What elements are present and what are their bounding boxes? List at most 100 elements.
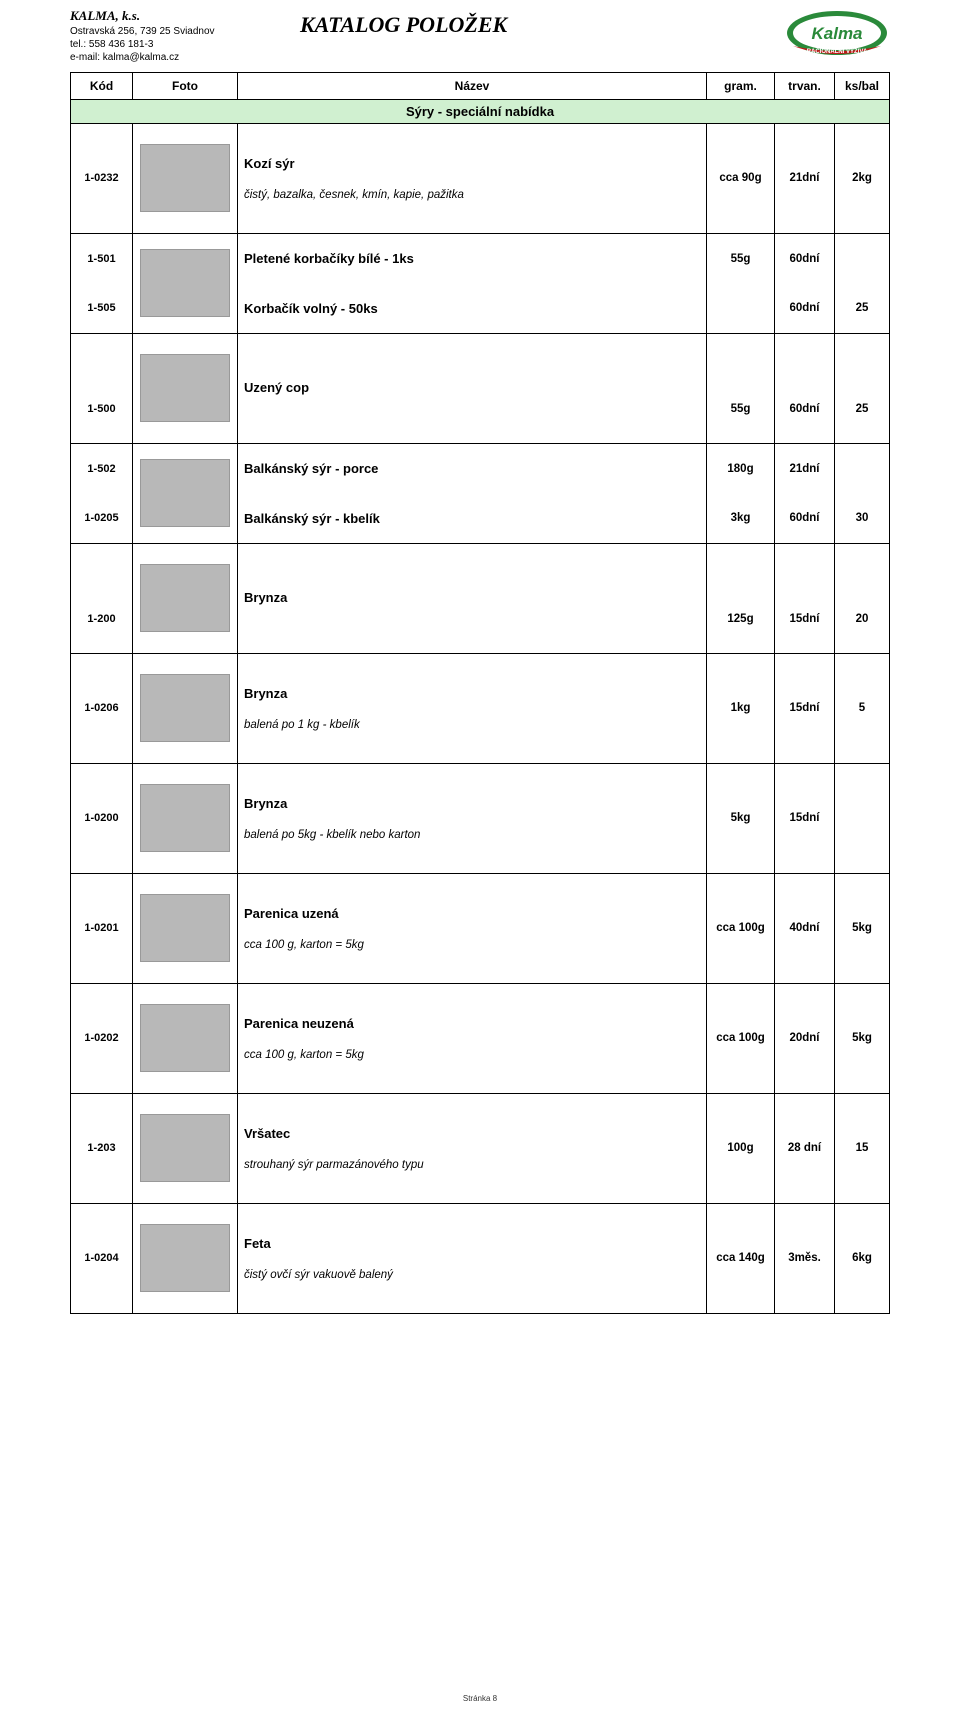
foto-cell — [133, 763, 238, 873]
product-row: 1-500 Uzený cop 55g60dní25 — [71, 333, 890, 443]
svg-text:RACIONÁLNÍ VÝŽIVA: RACIONÁLNÍ VÝŽIVA — [807, 47, 868, 55]
gram-cell: cca 100g — [707, 873, 775, 983]
nazev-cell: Balkánský sýr - porce — [238, 443, 707, 493]
product-desc: čistý ovčí sýr vakuově balený — [244, 1269, 700, 1281]
trvan-cell: 60dní — [775, 233, 835, 283]
product-title: Uzený cop — [244, 380, 700, 395]
product-desc: balená po 1 kg - kbelík — [244, 719, 700, 731]
product-title: Brynza — [244, 796, 700, 811]
foto-cell — [133, 543, 238, 653]
ksbal-cell — [835, 763, 890, 873]
kod-cell: 1-0201 — [71, 873, 133, 983]
ksbal-cell: 2kg — [835, 123, 890, 233]
product-photo-placeholder — [140, 784, 230, 852]
product-photo-placeholder — [140, 674, 230, 742]
page-title: KATALOG POLOŽEK — [300, 12, 507, 37]
trvan-cell: 60dní — [775, 333, 835, 443]
product-title: Balkánský sýr - porce — [244, 461, 378, 476]
kod-cell: 1-0204 — [71, 1203, 133, 1313]
product-desc: čistý, bazalka, česnek, kmín, kapie, paž… — [244, 189, 700, 201]
company-tel: tel.: 558 436 181-3 — [70, 38, 300, 51]
kod-cell: 1-500 — [71, 333, 133, 443]
gram-cell: 55g — [707, 233, 775, 283]
gram-cell: 180g — [707, 443, 775, 493]
trvan-cell: 28 dní — [775, 1093, 835, 1203]
trvan-cell: 20dní — [775, 983, 835, 1093]
kod-cell: 1-0200 — [71, 763, 133, 873]
product-photo-placeholder — [140, 1224, 230, 1292]
ksbal-cell: 5 — [835, 653, 890, 763]
product-photo-placeholder — [140, 249, 230, 317]
product-title: Vršatec — [244, 1126, 700, 1141]
table-header-row: Kód Foto Název gram. trvan. ks/bal — [71, 72, 890, 99]
product-desc: cca 100 g, karton = 5kg — [244, 1049, 700, 1061]
foto-cell — [133, 873, 238, 983]
title-block: KATALOG POLOŽEK — [300, 8, 780, 38]
foto-cell — [133, 1203, 238, 1313]
product-title: Kozí sýr — [244, 156, 700, 171]
product-photo-placeholder — [140, 354, 230, 422]
nazev-cell: Parenica neuzená cca 100 g, karton = 5kg — [238, 983, 707, 1093]
foto-cell — [133, 983, 238, 1093]
nazev-cell: Brynza balená po 1 kg - kbelík — [238, 653, 707, 763]
ksbal-cell: 5kg — [835, 983, 890, 1093]
foto-cell — [133, 233, 238, 333]
col-ksbal: ks/bal — [835, 72, 890, 99]
product-row: 1-501Pletené korbačíky bílé - 1ks55g60dn… — [71, 233, 890, 283]
product-row: 1-200Brynza125g15dní20 — [71, 543, 890, 653]
ksbal-cell: 20 — [835, 543, 890, 653]
kod-cell: 1-0202 — [71, 983, 133, 1093]
product-title: Balkánský sýr - kbelík — [244, 511, 380, 526]
col-foto: Foto — [133, 72, 238, 99]
trvan-cell: 60dní — [775, 283, 835, 333]
product-row: 1-0204Fetačistý ovčí sýr vakuově balenýc… — [71, 1203, 890, 1313]
product-row: 1-0200 Brynzabalená po 5kg - kbelík nebo … — [71, 763, 890, 873]
product-desc: cca 100 g, karton = 5kg — [244, 939, 700, 951]
trvan-cell: 40dní — [775, 873, 835, 983]
trvan-cell: 21dní — [775, 443, 835, 493]
ksbal-cell: 5kg — [835, 873, 890, 983]
nazev-cell: Fetačistý ovčí sýr vakuově balený — [238, 1203, 707, 1313]
gram-cell: 55g — [707, 333, 775, 443]
gram-cell — [707, 283, 775, 333]
ksbal-cell — [835, 233, 890, 283]
nazev-cell: Brynza — [238, 543, 707, 653]
ksbal-cell: 25 — [835, 333, 890, 443]
nazev-cell: Vršatec strouhaný sýr parmazánového typu — [238, 1093, 707, 1203]
nazev-cell: Brynzabalená po 5kg - kbelík nebo karton — [238, 763, 707, 873]
product-desc: strouhaný sýr parmazánového typu — [244, 1159, 700, 1171]
product-row: 1-0201 Parenica uzená cca 100 g, karton = … — [71, 873, 890, 983]
product-row: 1-0206Brynzabalená po 1 kg - kbelík1kg15… — [71, 653, 890, 763]
section-title: Sýry - speciální nabídka — [71, 99, 890, 123]
col-gram: gram. — [707, 72, 775, 99]
product-photo-placeholder — [140, 564, 230, 632]
company-email: e-mail: kalma@kalma.cz — [70, 51, 300, 64]
nazev-cell: Uzený cop — [238, 333, 707, 443]
ksbal-cell — [835, 443, 890, 493]
trvan-cell: 60dní — [775, 493, 835, 543]
product-photo-placeholder — [140, 459, 230, 527]
nazev-cell: Pletené korbačíky bílé - 1ks — [238, 233, 707, 283]
product-photo-placeholder — [140, 894, 230, 962]
col-trvan: trvan. — [775, 72, 835, 99]
product-title: Korbačík volný - 50ks — [244, 301, 378, 316]
product-title: Parenica neuzená — [244, 1016, 700, 1031]
company-name: KALMA, k.s. — [70, 8, 300, 25]
gram-cell: cca 100g — [707, 983, 775, 1093]
foto-cell — [133, 653, 238, 763]
foto-cell — [133, 443, 238, 543]
product-photo-placeholder — [140, 1114, 230, 1182]
nazev-cell: Parenica uzená cca 100 g, karton = 5kg — [238, 873, 707, 983]
svg-text:Kalma: Kalma — [811, 24, 862, 43]
foto-cell — [133, 333, 238, 443]
product-title: Brynza — [244, 686, 700, 701]
foto-cell — [133, 123, 238, 233]
page-footer: Stránka 8 — [70, 1694, 890, 1703]
product-photo-placeholder — [140, 144, 230, 212]
product-title: Parenica uzená — [244, 906, 700, 921]
kalma-logo-icon: Kalma RACIONÁLNÍ VÝŽIVA — [785, 8, 890, 63]
gram-cell: 3kg — [707, 493, 775, 543]
trvan-cell: 21dní — [775, 123, 835, 233]
product-title: Pletené korbačíky bílé - 1ks — [244, 251, 414, 266]
col-kod: Kód — [71, 72, 133, 99]
